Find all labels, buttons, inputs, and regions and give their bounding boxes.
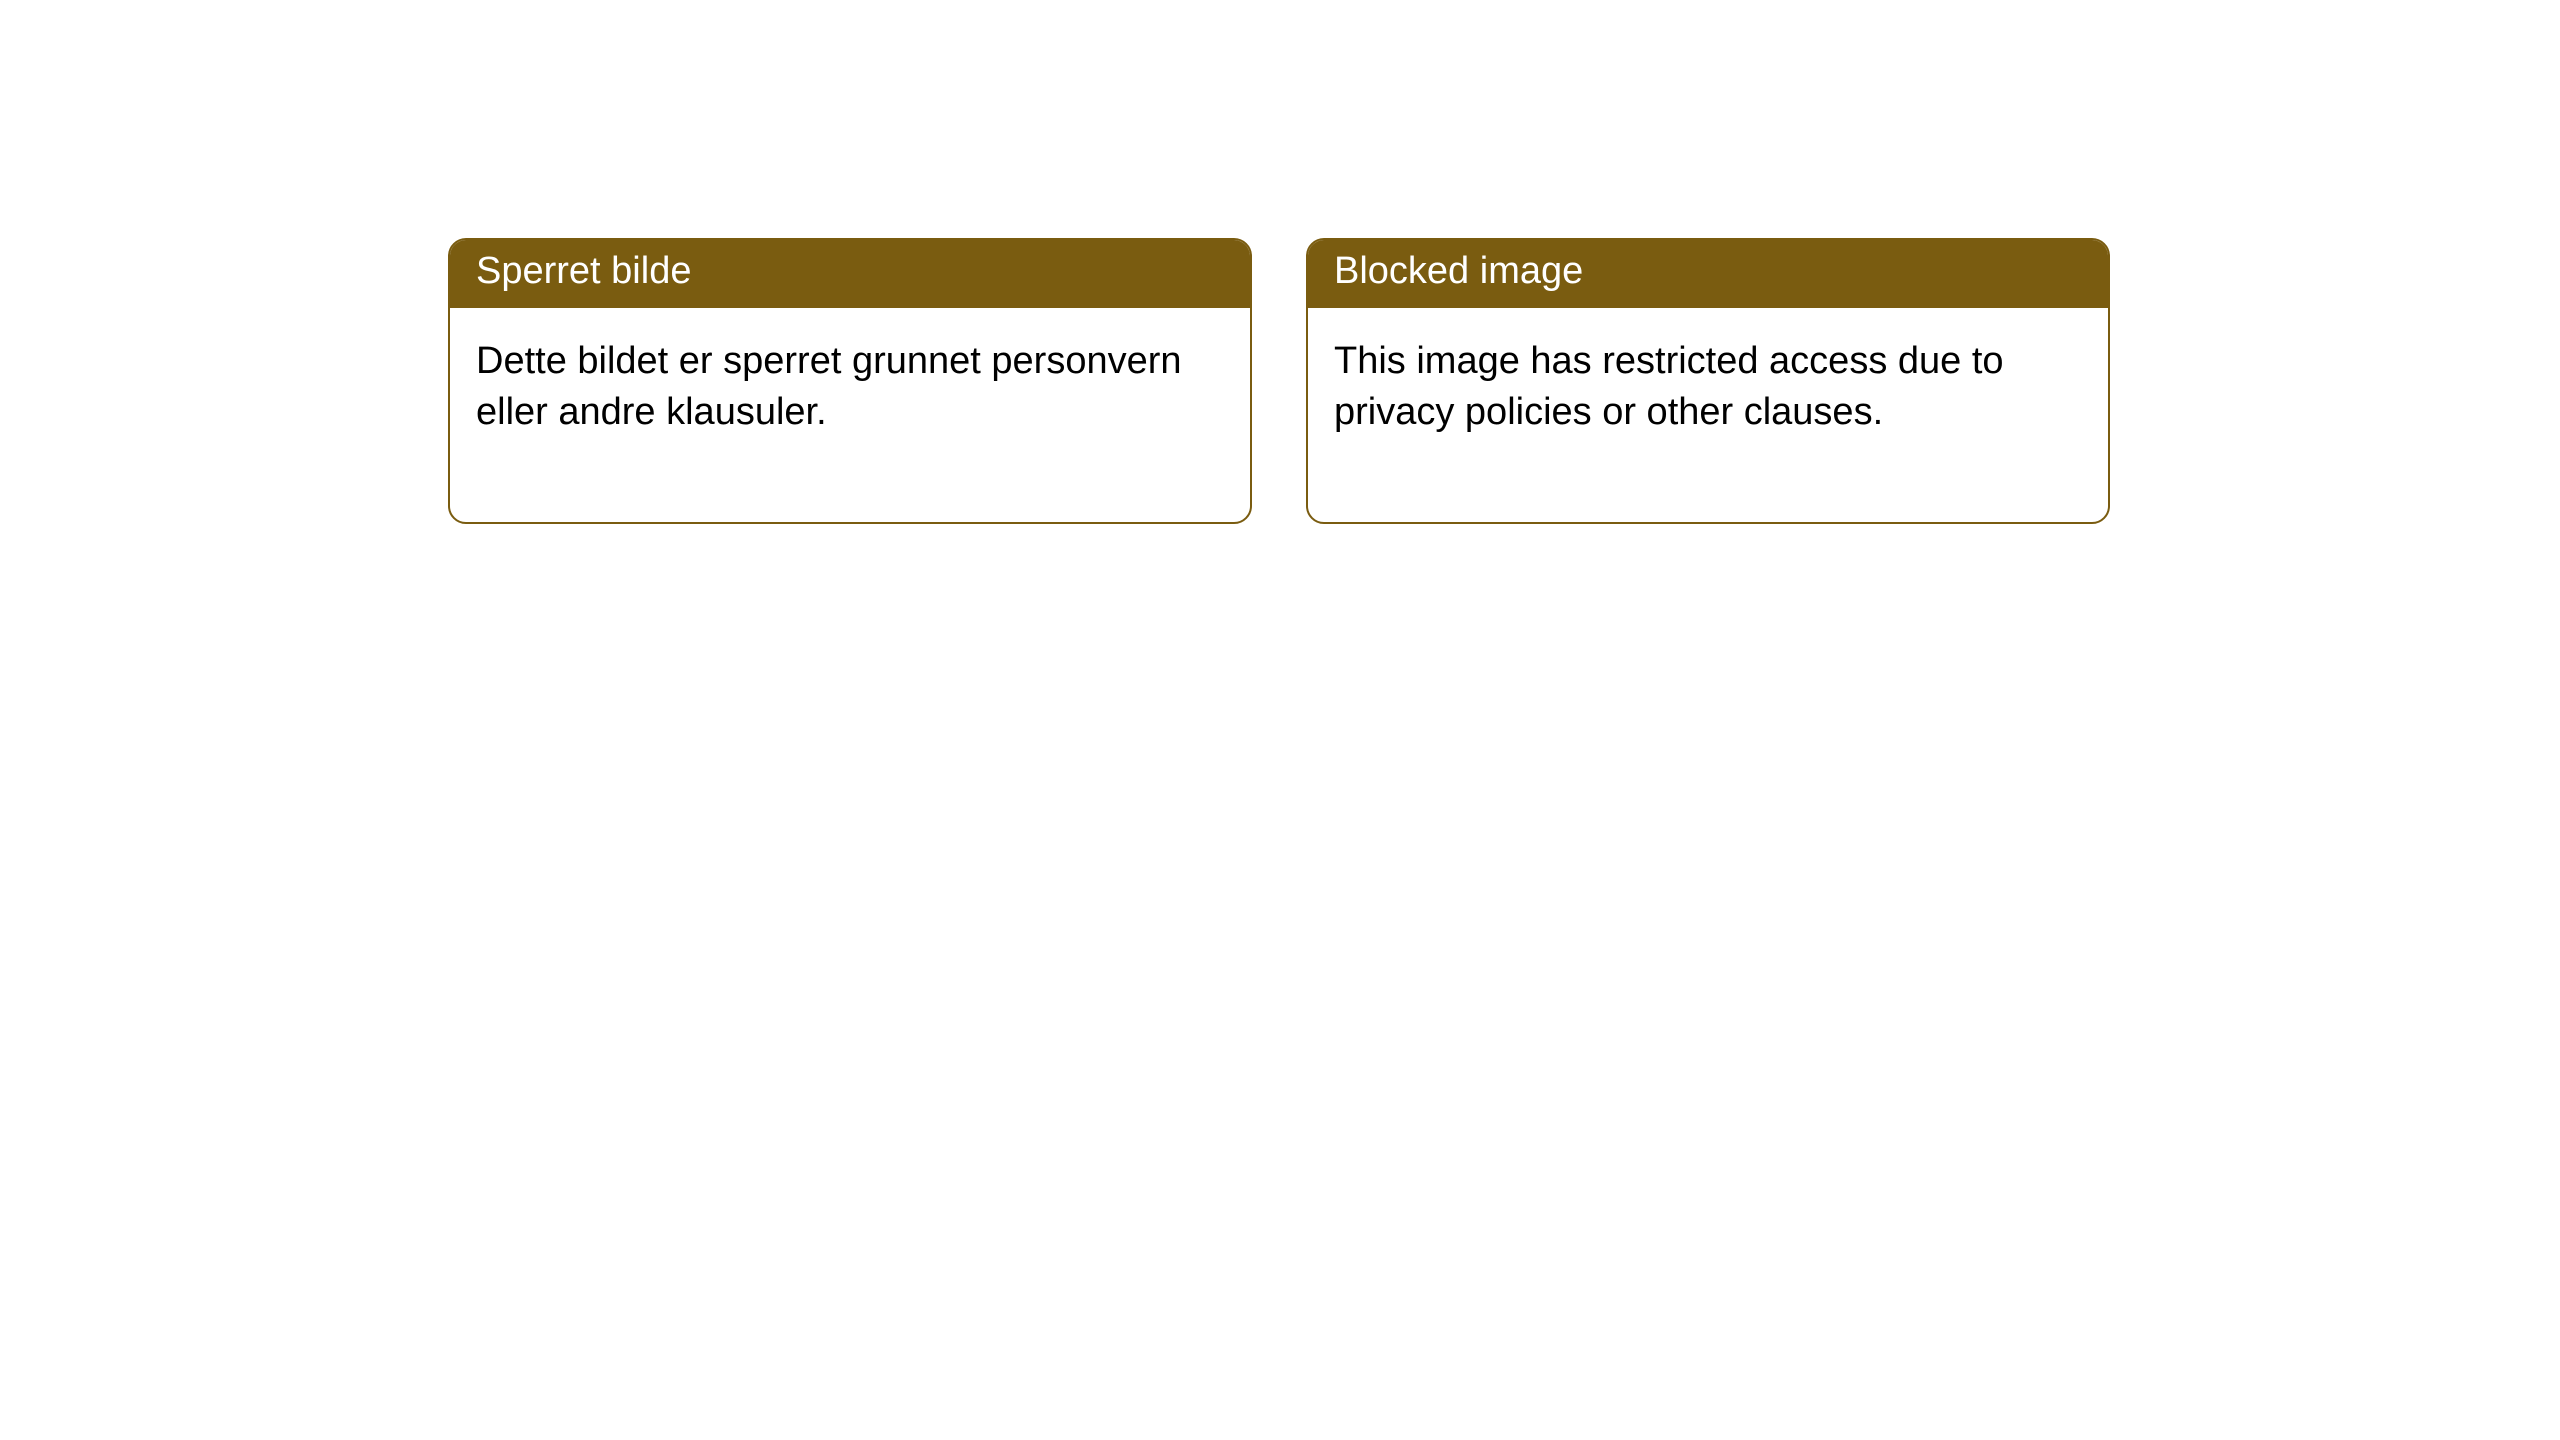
notice-container: Sperret bilde Dette bildet er sperret gr… xyxy=(0,0,2560,524)
notice-header: Blocked image xyxy=(1308,240,2108,308)
notice-body: This image has restricted access due to … xyxy=(1308,308,2108,523)
notice-header: Sperret bilde xyxy=(450,240,1250,308)
notice-card-english: Blocked image This image has restricted … xyxy=(1306,238,2110,524)
notice-body: Dette bildet er sperret grunnet personve… xyxy=(450,308,1250,523)
notice-card-norwegian: Sperret bilde Dette bildet er sperret gr… xyxy=(448,238,1252,524)
